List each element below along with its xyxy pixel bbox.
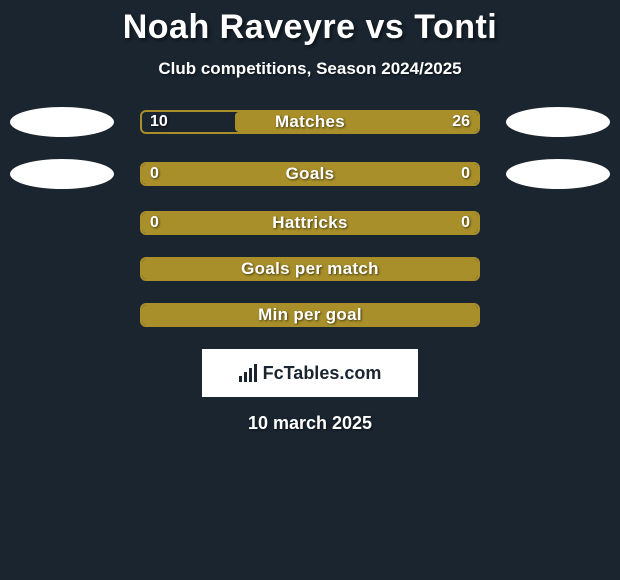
page-title: Noah Raveyre vs Tonti: [0, 8, 620, 47]
player-marker-left: [10, 107, 114, 137]
stat-label: Matches: [142, 112, 478, 132]
stat-row: Min per goal: [0, 303, 620, 327]
chart-icon: [239, 364, 257, 382]
stat-bar: 1026Matches: [140, 110, 480, 134]
stat-bar: 00Hattricks: [140, 211, 480, 235]
logo-box[interactable]: FcTables.com: [202, 349, 418, 397]
stat-label: Min per goal: [142, 305, 478, 325]
stat-label: Hattricks: [142, 213, 478, 233]
stat-bar: Min per goal: [140, 303, 480, 327]
player-marker-right: [506, 159, 610, 189]
player-marker-left: [10, 159, 114, 189]
stat-bar: Goals per match: [140, 257, 480, 281]
stat-label: Goals: [142, 164, 478, 184]
stat-bar: 00Goals: [140, 162, 480, 186]
stat-row: Goals per match: [0, 257, 620, 281]
page-subtitle: Club competitions, Season 2024/2025: [0, 59, 620, 79]
player-marker-right: [506, 107, 610, 137]
stat-label: Goals per match: [142, 259, 478, 279]
stat-row: 1026Matches: [0, 107, 620, 137]
logo-label: FcTables.com: [263, 363, 382, 384]
stat-row: 00Goals: [0, 159, 620, 189]
logo: FcTables.com: [239, 363, 382, 384]
stat-row: 00Hattricks: [0, 211, 620, 235]
comparison-card: Noah Raveyre vs Tonti Club competitions,…: [0, 0, 620, 434]
date-label: 10 march 2025: [0, 413, 620, 434]
